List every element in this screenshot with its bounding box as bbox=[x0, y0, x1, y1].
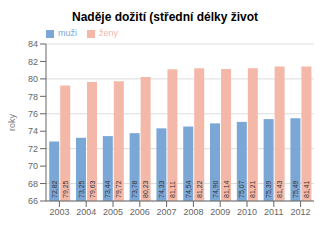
svg-text:72,82: 72,82 bbox=[51, 180, 58, 198]
svg-text:74,54: 74,54 bbox=[185, 180, 192, 198]
svg-text:74,33: 74,33 bbox=[158, 180, 165, 198]
svg-text:roky: roky bbox=[8, 114, 17, 132]
svg-text:75,07: 75,07 bbox=[238, 180, 245, 198]
svg-text:2008: 2008 bbox=[183, 207, 203, 217]
svg-text:81,43: 81,43 bbox=[276, 180, 283, 198]
svg-text:2003: 2003 bbox=[49, 207, 69, 217]
svg-text:84: 84 bbox=[28, 39, 38, 49]
svg-text:79,72: 79,72 bbox=[115, 180, 122, 198]
svg-text:75,39: 75,39 bbox=[265, 180, 272, 198]
html-text:muži: muži bbox=[58, 28, 77, 38]
svg-text:78: 78 bbox=[28, 92, 38, 102]
svg-text:2012: 2012 bbox=[291, 207, 311, 217]
svg-text:68: 68 bbox=[28, 179, 38, 189]
svg-text:2010: 2010 bbox=[237, 207, 257, 217]
svg-text:81,41: 81,41 bbox=[303, 180, 310, 198]
svg-text:70: 70 bbox=[28, 161, 38, 171]
svg-text:2007: 2007 bbox=[157, 207, 177, 217]
svg-text:82: 82 bbox=[28, 57, 38, 67]
html-text:Naděje dožití (střední délky ž: Naděje dožití (střední délky život bbox=[72, 10, 258, 24]
html-text:ženy: ženy bbox=[99, 28, 118, 38]
svg-text:2004: 2004 bbox=[76, 207, 96, 217]
svg-text:80,23: 80,23 bbox=[142, 180, 149, 198]
svg-text:2011: 2011 bbox=[264, 207, 283, 217]
svg-text:74,90: 74,90 bbox=[212, 180, 219, 198]
svg-text:79,25: 79,25 bbox=[62, 180, 69, 198]
svg-text:2006: 2006 bbox=[130, 207, 150, 217]
svg-text:73,44: 73,44 bbox=[104, 180, 111, 198]
svg-text:2009: 2009 bbox=[210, 207, 230, 217]
svg-text:2005: 2005 bbox=[103, 207, 123, 217]
svg-text:72: 72 bbox=[28, 144, 38, 154]
svg-text:80: 80 bbox=[28, 74, 38, 84]
svg-text:66: 66 bbox=[28, 196, 38, 206]
svg-text:73,25: 73,25 bbox=[78, 180, 85, 198]
svg-text:75,49: 75,49 bbox=[292, 180, 299, 198]
svg-text:76: 76 bbox=[28, 109, 38, 119]
svg-text:74: 74 bbox=[28, 126, 38, 136]
svg-text:81,11: 81,11 bbox=[169, 181, 176, 198]
svg-text:73,78: 73,78 bbox=[131, 180, 138, 198]
svg-text:79,63: 79,63 bbox=[89, 180, 96, 198]
svg-text:81,14: 81,14 bbox=[223, 180, 230, 198]
svg-text:81,21: 81,21 bbox=[249, 180, 256, 198]
svg-text:81,22: 81,22 bbox=[196, 180, 203, 198]
